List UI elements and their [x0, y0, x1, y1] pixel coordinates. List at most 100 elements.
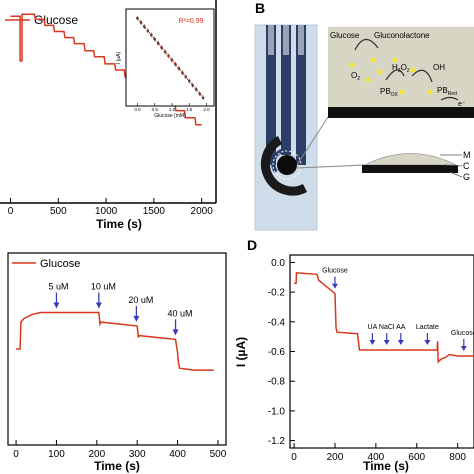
- label-pb-red: PBRed: [437, 86, 457, 97]
- panel-c-x-tick-label: 500: [210, 449, 227, 460]
- panel-d-trace: [294, 271, 474, 364]
- panel-a-x-tick-label: 500: [50, 206, 67, 217]
- nanoparticle: [370, 57, 376, 63]
- panel-a-inset-x-tick-label: 0.0: [134, 107, 141, 112]
- panel-d-injection-label: Glucose: [322, 268, 348, 275]
- panel-c-injection-label: 20 uM: [128, 295, 153, 305]
- panel-b: B Glucose Gluconolactone O2 H2O2: [254, 0, 474, 231]
- side-label-g: G: [463, 172, 470, 182]
- nanoparticle: [349, 62, 355, 68]
- panel-a-inset-ylabel: I (µA): [116, 52, 122, 65]
- panel-c-x-tick-label: 200: [88, 449, 105, 460]
- panel-d-y-tick-label: -1.2: [268, 436, 286, 447]
- panel-c-injection-label: 10 uM: [91, 282, 116, 292]
- label-pb-ox: PBOX: [380, 87, 399, 98]
- panel-d-injection-arrowhead: [424, 340, 431, 346]
- panel-d-letter: D: [247, 237, 257, 253]
- panel-c-legend-label: Glucose: [40, 258, 80, 270]
- panel-a-inset-x-tick-label: 1.5: [186, 107, 193, 112]
- panel-c-x-tick-label: 100: [48, 449, 65, 460]
- panel-d-y-tick-label: -1.0: [268, 406, 286, 417]
- panel-c-x-tick-label: 300: [129, 449, 146, 460]
- panel-d-y-tick-label: 0.0: [271, 258, 285, 269]
- nanoparticle: [365, 77, 371, 83]
- panel-d-injection-label: NaCl: [379, 324, 395, 331]
- panel-d-injection-arrowhead: [460, 345, 467, 351]
- reaction-arrow-3: [411, 69, 433, 83]
- zoom-line-upper: [296, 116, 329, 166]
- panel-c-xlabel: Time (s): [94, 459, 140, 473]
- panel-c-injection-arrowhead: [53, 302, 60, 309]
- panel-a-inset-x-tick-label: 0.5: [152, 107, 159, 112]
- panel-a-x-tick-label: 2000: [191, 206, 214, 217]
- panel-d-x-tick-label: 600: [408, 452, 425, 463]
- panel-a-x-tick-label: 1500: [143, 206, 166, 217]
- panel-a-inset-fit-line: [137, 17, 204, 99]
- panel-d-x-tick-label: 0: [291, 452, 297, 463]
- panel-c-x-tick-label: 400: [169, 449, 186, 460]
- panel-d-injection-arrowhead: [383, 340, 390, 346]
- panel-c-injection-arrowhead: [95, 302, 102, 309]
- callout-line-g: [449, 171, 463, 178]
- callout-line-c: [444, 164, 463, 167]
- panel-d-injection-label: Lactate: [416, 324, 439, 331]
- panel-c: 0 100 200 300 400 500 Time (s) Glucose 5 uM 10…: [7, 252, 227, 473]
- electrode-lead-right: [296, 25, 306, 165]
- electrode-lead-middle: [281, 25, 291, 155]
- electrode-contact-left: [268, 25, 274, 55]
- panel-d-y-tick-label: -0.4: [268, 317, 286, 328]
- panel-c-glucose-trace: [16, 311, 214, 371]
- label-oh: OH: [433, 63, 445, 72]
- nanoparticle: [410, 67, 416, 73]
- panel-d-x-tick-label: 800: [449, 452, 466, 463]
- panel-a-x-tick-label: 1000: [95, 206, 118, 217]
- cross-section-membrane: [364, 153, 457, 166]
- nanoparticle: [427, 89, 433, 95]
- label-h2o2: H2O2: [392, 63, 410, 74]
- panel-d-frame: [289, 254, 474, 449]
- panel-c-frame: [7, 252, 227, 446]
- zoom-line-lower: [296, 164, 366, 169]
- panel-a-xlabel: Time (s): [96, 217, 142, 231]
- nanoparticle: [399, 89, 405, 95]
- panel-a: 0 500 1000 1500 2000 Time (s) Glucose 0.0 0.5…: [0, 0, 217, 231]
- label-glucose: Glucose: [330, 31, 360, 40]
- counter-electrode-arc: [260, 136, 308, 196]
- panel-c-x-tick-label: 0: [13, 449, 19, 460]
- electrode-lead-left: [266, 25, 276, 165]
- panel-d-injection-label: UA: [368, 324, 378, 331]
- panel-c-injection-label: 5 uM: [48, 282, 68, 292]
- side-label-c: C: [463, 161, 470, 171]
- panel-c-injection-arrowhead: [133, 315, 140, 322]
- panel-d-x-tick-label: 400: [368, 452, 385, 463]
- working-electrode: [277, 155, 297, 175]
- reaction-arrow-1: [354, 38, 379, 51]
- panel-d-y-tick-label: -0.6: [268, 347, 286, 358]
- cross-section-base: [362, 165, 458, 173]
- panel-a-inset-xlabel: Glucose (mM): [154, 113, 186, 119]
- electrode-contact-middle: [283, 25, 289, 55]
- reaction-arrow-4: [440, 96, 459, 101]
- panel-a-inset-r2: R²=0.99: [178, 18, 203, 25]
- panel-d-injection-label: Glucose: [451, 330, 474, 337]
- panel-c-injection-arrowhead: [172, 329, 179, 336]
- nanoparticle: [377, 69, 383, 75]
- panel-a-x-tick-label: 0: [8, 206, 14, 217]
- panel-d-injection-arrowhead: [397, 340, 404, 346]
- panel-a-inset-x-tick-label: 2.0: [203, 107, 210, 112]
- panel-d-injection-label: AA: [396, 324, 406, 331]
- panel-c-injection-label: 40 uM: [168, 308, 193, 318]
- working-electrode-ring: [272, 150, 302, 180]
- panel-d-ylabel: I (µA): [234, 337, 248, 367]
- panel-d-injection-arrowhead: [331, 283, 338, 289]
- side-label-m: M: [463, 150, 471, 160]
- panel-d-x-tick-label: 200: [327, 452, 344, 463]
- panel-d-y-tick-label: -0.2: [268, 288, 286, 299]
- reaction-arrow-2: [385, 69, 405, 81]
- label-electron: e⁻: [458, 101, 466, 108]
- nanoparticle: [392, 57, 398, 63]
- label-gluconolactone: Gluconolactone: [374, 31, 430, 40]
- panel-d-injection-arrowhead: [369, 340, 376, 346]
- panel-b-letter: B: [255, 0, 265, 16]
